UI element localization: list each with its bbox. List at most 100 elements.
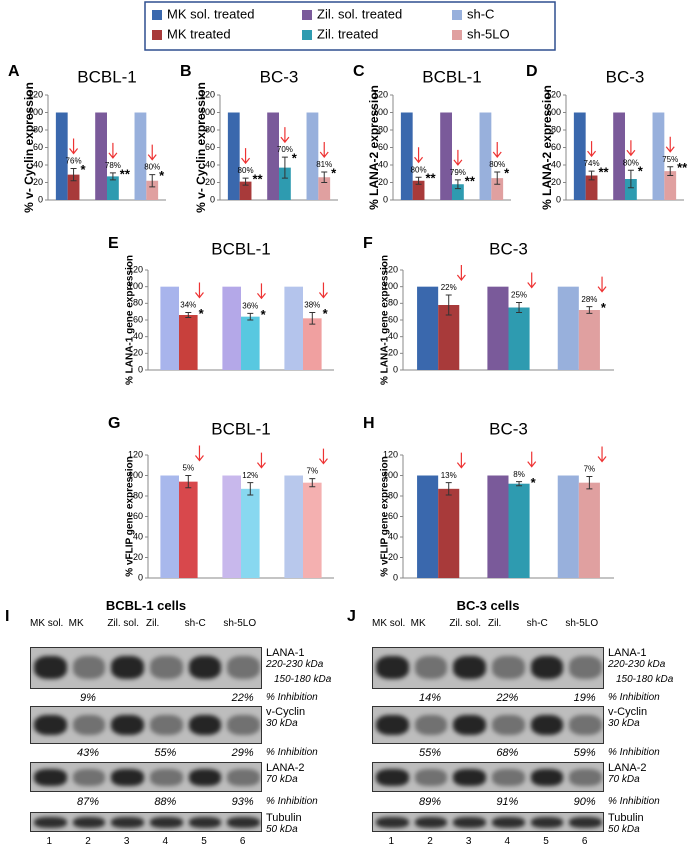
chart-title: BC-3 bbox=[606, 67, 645, 86]
size-label: 70 kDa bbox=[608, 774, 640, 785]
arrow bbox=[597, 446, 607, 463]
band bbox=[530, 656, 564, 680]
chart-title: BCBL-1 bbox=[77, 67, 137, 86]
lane-number: 5 bbox=[201, 836, 207, 847]
panel-letter: D bbox=[526, 63, 538, 80]
inhibition-label: 78% bbox=[105, 161, 121, 170]
panel-letter: E bbox=[108, 235, 119, 252]
blot-image bbox=[372, 706, 604, 744]
y-tick-label: 80 bbox=[388, 490, 398, 500]
inhibition-value: 68% bbox=[496, 747, 519, 759]
protein-label: LANA-2 bbox=[608, 762, 647, 774]
error-bar bbox=[321, 171, 328, 183]
bar bbox=[557, 286, 579, 370]
bar bbox=[452, 184, 464, 200]
size-label: 220-230 kDa bbox=[266, 659, 324, 670]
significance-mark: * bbox=[331, 165, 337, 180]
lane-label: sh-5LO bbox=[565, 618, 599, 629]
band bbox=[492, 817, 525, 828]
band bbox=[376, 714, 409, 736]
legend-label: MK treated bbox=[167, 26, 231, 41]
inhibition-caption: % Inhibition bbox=[608, 796, 660, 807]
charts: MK sol. treated MK treated Zil. sol. treat… bbox=[8, 1, 688, 582]
y-tick-label: 120 bbox=[128, 264, 143, 274]
significance-mark: * bbox=[638, 164, 644, 179]
protein-label: v-Cyclin bbox=[266, 706, 306, 718]
error-bar bbox=[667, 166, 674, 176]
arrow bbox=[256, 452, 266, 469]
y-axis-label: % v- Cyclin expression bbox=[22, 82, 36, 213]
y-tick-label: 20 bbox=[378, 177, 388, 187]
bar bbox=[67, 174, 80, 200]
y-axis-label: % vFLIP gene expression bbox=[125, 456, 136, 576]
bar bbox=[491, 178, 504, 200]
inhibition-label: 81% bbox=[316, 160, 332, 169]
inhibition-label: 36% bbox=[242, 301, 258, 310]
error-bar bbox=[586, 306, 593, 314]
bar bbox=[487, 286, 509, 370]
y-tick-label: 100 bbox=[128, 470, 143, 480]
legend-label: MK sol. treated bbox=[167, 6, 254, 21]
arrow bbox=[256, 283, 266, 300]
inhibition-value: 22% bbox=[231, 692, 254, 704]
bar bbox=[267, 112, 279, 200]
lane-label: sh-C bbox=[184, 618, 206, 629]
lane-number: 2 bbox=[85, 836, 91, 847]
band bbox=[150, 769, 183, 786]
legend-label: Zil. sol. treated bbox=[317, 6, 402, 21]
inhibition-value: 14% bbox=[418, 692, 441, 704]
bar bbox=[222, 286, 241, 370]
y-tick-label: 100 bbox=[546, 107, 561, 117]
band bbox=[188, 769, 222, 786]
y-tick-label: 80 bbox=[133, 490, 143, 500]
band bbox=[111, 656, 144, 680]
lane-label: Zil. bbox=[146, 618, 160, 629]
lane-number: 1 bbox=[46, 836, 53, 847]
y-tick-label: 80 bbox=[133, 298, 143, 308]
inhibition-value: 55% bbox=[418, 747, 441, 759]
blot-image bbox=[30, 812, 262, 832]
y-tick-label: 20 bbox=[388, 348, 398, 358]
band bbox=[414, 769, 448, 786]
band bbox=[453, 656, 486, 680]
chart-title: BC-3 bbox=[489, 419, 528, 438]
arrow bbox=[453, 149, 463, 166]
y-tick-label: 0 bbox=[138, 572, 143, 582]
bar bbox=[222, 475, 241, 578]
inhibition-value: 19% bbox=[573, 692, 596, 704]
band bbox=[150, 656, 183, 680]
lane-number: 1 bbox=[388, 836, 395, 847]
arrow bbox=[241, 148, 251, 165]
arrow bbox=[69, 138, 79, 155]
y-tick-label: 20 bbox=[133, 552, 143, 562]
inhibition-label: 13% bbox=[441, 471, 457, 480]
inhibition-value: 93% bbox=[231, 796, 254, 808]
lane-label: MK bbox=[410, 618, 426, 629]
band bbox=[34, 714, 67, 736]
y-tick-label: 120 bbox=[373, 89, 388, 99]
band bbox=[72, 714, 106, 736]
error-bar bbox=[588, 170, 595, 181]
y-tick-label: 0 bbox=[138, 364, 143, 374]
arrow bbox=[527, 272, 537, 289]
blot-image bbox=[30, 706, 262, 744]
band bbox=[376, 769, 409, 786]
y-tick-label: 40 bbox=[388, 531, 398, 541]
y-tick-label: 40 bbox=[205, 159, 215, 169]
y-tick-label: 20 bbox=[33, 177, 43, 187]
y-tick-label: 0 bbox=[210, 194, 215, 204]
band bbox=[453, 769, 486, 786]
band bbox=[530, 769, 564, 786]
band bbox=[569, 656, 602, 680]
band bbox=[150, 817, 183, 828]
band bbox=[227, 817, 260, 828]
significance-mark: * bbox=[601, 300, 607, 315]
y-tick-label: 80 bbox=[388, 298, 398, 308]
y-tick-label: 20 bbox=[551, 177, 561, 187]
inhibition-value: 22% bbox=[496, 692, 519, 704]
inhibition-value: 89% bbox=[418, 796, 441, 808]
significance-mark: ** bbox=[425, 171, 436, 186]
inhibition-caption: % Inhibition bbox=[608, 692, 660, 703]
legend-label: sh-5LO bbox=[467, 26, 510, 41]
error-bar bbox=[242, 177, 249, 186]
